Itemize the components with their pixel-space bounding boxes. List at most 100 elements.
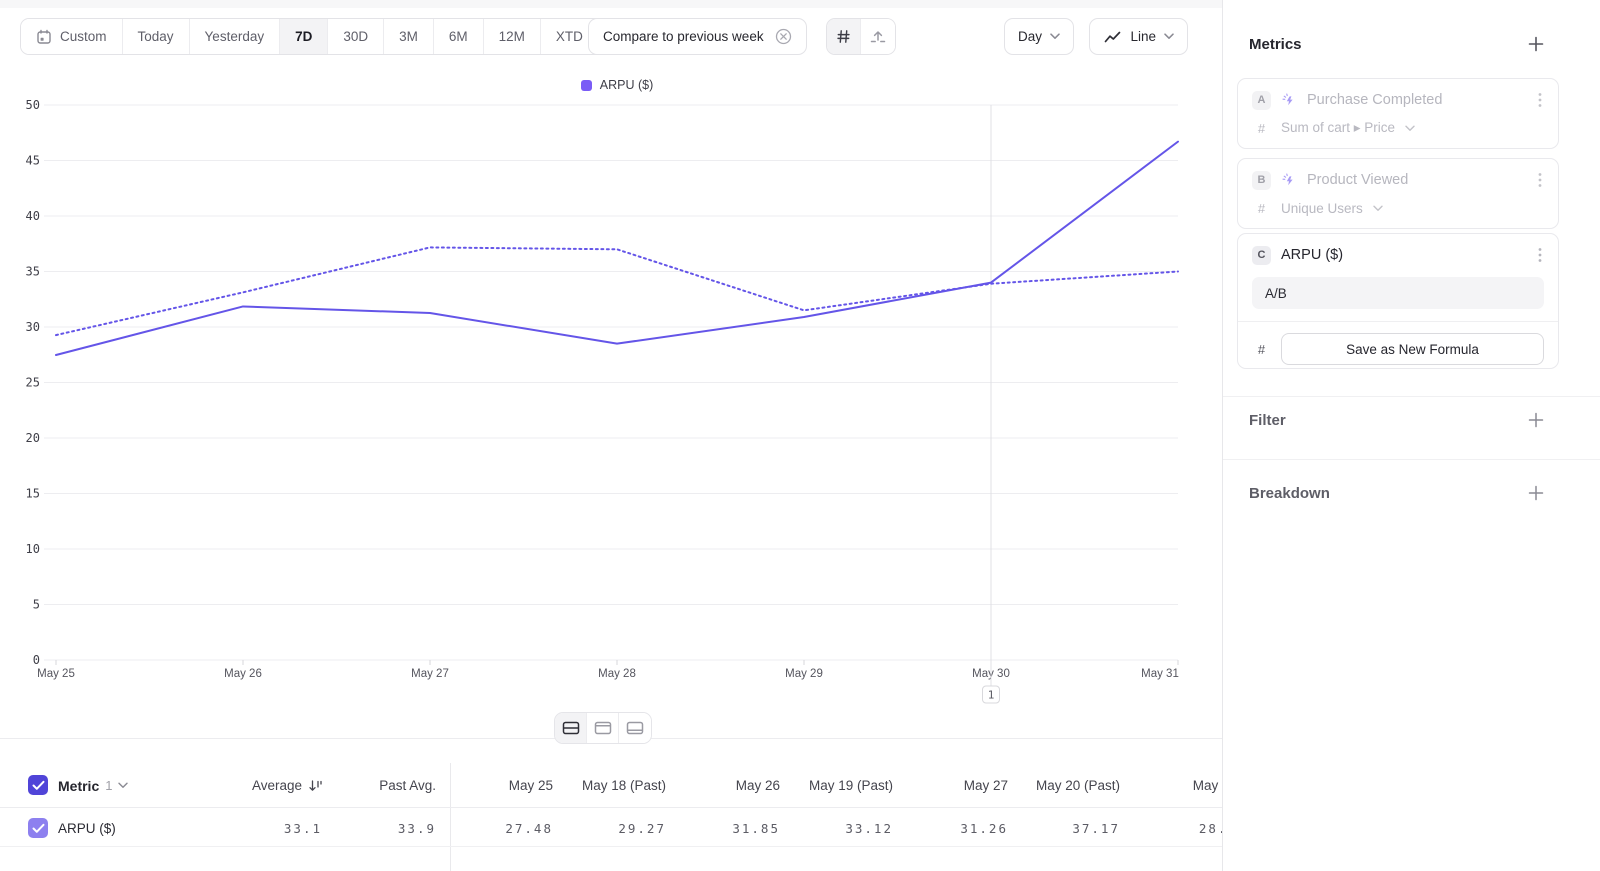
legend-label: ARPU ($) xyxy=(599,78,654,92)
breakdown-title: Breakdown xyxy=(1249,484,1330,502)
gridlines-toggle[interactable] xyxy=(827,19,861,54)
column-header-may-20-past-[interactable]: May 20 (Past) xyxy=(1035,778,1120,793)
kebab-icon xyxy=(1538,93,1542,107)
date-range-3m[interactable]: 3M xyxy=(384,19,434,54)
metric-menu-b[interactable] xyxy=(1536,170,1544,190)
measure-selector-a[interactable]: # Sum of cart ▸ Price xyxy=(1252,118,1544,138)
report-main-area: Custom Today Yesterday 7D 30D 3M 6M 12M XTD Comp… xyxy=(0,18,1222,871)
plus-icon xyxy=(1528,412,1544,428)
series-line-previous-week[interactable] xyxy=(55,246,1179,337)
column-header-may-19-past-[interactable]: May 19 (Past) xyxy=(808,778,893,793)
date-range-yesterday[interactable]: Yesterday xyxy=(189,19,281,54)
layout-toggle-bottom-bar[interactable] xyxy=(619,713,651,743)
x-axis-tick-label: May 29 xyxy=(785,668,823,680)
legend-swatch xyxy=(580,79,592,91)
date-range-label: Yesterday xyxy=(204,29,265,44)
chevron-down-icon xyxy=(1373,205,1383,211)
metric-card-c-formula[interactable]: C ARPU ($) # Save as New Formula xyxy=(1237,233,1559,369)
select-all-checkbox[interactable] xyxy=(28,775,48,795)
formula-input[interactable] xyxy=(1252,277,1544,309)
chevron-down-icon xyxy=(118,782,129,788)
event-sparkle-icon xyxy=(1282,173,1293,186)
chevron-down-icon xyxy=(1050,33,1060,39)
date-range-6m[interactable]: 6M xyxy=(433,19,484,54)
add-filter-button[interactable] xyxy=(1528,412,1544,428)
y-axis-tick-label: 5 xyxy=(33,598,40,612)
y-axis-tick-label: 20 xyxy=(26,431,40,445)
y-axis-tick-label: 30 xyxy=(26,320,40,334)
column-header-may-25[interactable]: May 25 xyxy=(508,778,553,793)
date-range-12m[interactable]: 12M xyxy=(483,19,541,54)
column-header-past-avg-[interactable]: Past Avg. xyxy=(379,778,436,793)
metric-title-b: Product Viewed xyxy=(1307,172,1409,188)
add-metric-button[interactable] xyxy=(1528,36,1544,52)
column-header-may-28[interactable]: May 28 xyxy=(1192,778,1222,793)
layout-toggle-split-horizontal[interactable] xyxy=(555,713,587,743)
metric-title-c: ARPU ($) xyxy=(1281,247,1344,263)
cell-may-27: 31.26 xyxy=(960,820,1008,836)
table-column-separator xyxy=(450,763,451,871)
y-axis-tick-label: 35 xyxy=(26,265,40,279)
date-range-custom[interactable]: Custom xyxy=(21,19,123,54)
x-axis-tick-label: May 25 xyxy=(37,668,75,680)
chart-type-dropdown[interactable]: Line xyxy=(1089,18,1188,55)
date-range-7d[interactable]: 7D xyxy=(280,19,329,54)
metric-label-text: Metric xyxy=(58,777,100,794)
arpu-line-chart[interactable]: 0 5 10 15 20 25 30 35 40 45 50 May 25 May 26 May 27 Ma… xyxy=(0,95,1222,710)
kebab-icon xyxy=(1538,173,1542,187)
date-range-label: 7D xyxy=(295,29,313,44)
cell-may-19-past-: 33.12 xyxy=(845,820,893,836)
query-builder-sidebar: Metrics A Purchase Completed xyxy=(1222,0,1600,871)
metric-menu-a[interactable] xyxy=(1536,90,1544,110)
filter-section-header: Filter xyxy=(1223,408,1600,432)
cell-may-18-past-: 29.27 xyxy=(618,820,666,836)
row-checkbox[interactable] xyxy=(28,818,48,838)
interval-dropdown[interactable]: Day xyxy=(1003,18,1074,55)
cell-average: 33.1 xyxy=(283,820,322,836)
breakdown-section-header: Breakdown xyxy=(1223,481,1600,505)
date-range-label: 30D xyxy=(343,29,369,44)
measure-label-a: Sum of cart ▸ Price xyxy=(1281,120,1396,135)
annotation-badge[interactable]: 1 xyxy=(982,685,1000,704)
metric-count: 1 xyxy=(105,778,113,793)
date-range-today[interactable]: Today xyxy=(122,19,190,54)
layout-toggle-group xyxy=(554,712,652,744)
column-header-may-18-past-[interactable]: May 18 (Past) xyxy=(581,778,666,793)
chart-legend-item[interactable]: ARPU ($) xyxy=(56,78,1178,92)
metrics-section-header: Metrics xyxy=(1223,32,1600,56)
cell-may-20-past-: 37.17 xyxy=(1072,820,1120,836)
metric-card-b[interactable]: B Product Viewed # Unique Users xyxy=(1237,158,1559,229)
compare-chip[interactable]: Compare to previous week xyxy=(588,18,807,55)
save-as-new-formula-button[interactable]: Save as New Formula xyxy=(1281,333,1544,365)
annotation-marker-icon xyxy=(870,30,886,42)
metric-badge-b: B xyxy=(1252,170,1271,190)
chart-type-label: Line xyxy=(1130,29,1156,44)
layout-bottom-bar-icon xyxy=(626,721,644,735)
section-divider xyxy=(1223,459,1600,460)
grid-icon xyxy=(837,30,850,43)
y-axis-tick-label: 25 xyxy=(26,376,40,390)
metric-card-a[interactable]: A Purchase Completed # Sum of cart ▸ Pri… xyxy=(1237,78,1559,149)
y-axis-tick-label: 50 xyxy=(26,98,40,112)
metric-column-header[interactable]: Metric 1 xyxy=(58,763,129,808)
layout-toggle-top-bar[interactable] xyxy=(587,713,619,743)
sort-descending-icon xyxy=(309,779,322,791)
cell-past-avg-: 33.9 xyxy=(397,820,436,836)
check-icon xyxy=(32,780,44,790)
annotations-toggle[interactable] xyxy=(861,19,895,54)
add-breakdown-button[interactable] xyxy=(1528,485,1544,501)
metric-menu-c[interactable] xyxy=(1536,245,1544,265)
metric-badge-c: C xyxy=(1252,245,1271,265)
filter-title: Filter xyxy=(1249,411,1286,429)
y-axis-tick-label: 40 xyxy=(26,209,40,223)
column-header-may-26[interactable]: May 26 xyxy=(735,778,780,793)
remove-compare-icon[interactable] xyxy=(775,28,792,45)
series-line-current[interactable] xyxy=(55,140,1179,356)
table-row-arpu: ARPU ($) 33.1 33.9 27.48 29.27 31.85 33.12 31.… xyxy=(0,809,1222,847)
date-range-30d[interactable]: 30D xyxy=(328,19,385,54)
row-metric-name: ARPU ($) xyxy=(58,820,116,836)
measure-selector-b[interactable]: # Unique Users xyxy=(1252,198,1544,218)
date-range-label: Custom xyxy=(60,29,107,44)
column-header-average[interactable]: Average xyxy=(252,763,322,808)
column-header-may-27[interactable]: May 27 xyxy=(963,778,1008,793)
